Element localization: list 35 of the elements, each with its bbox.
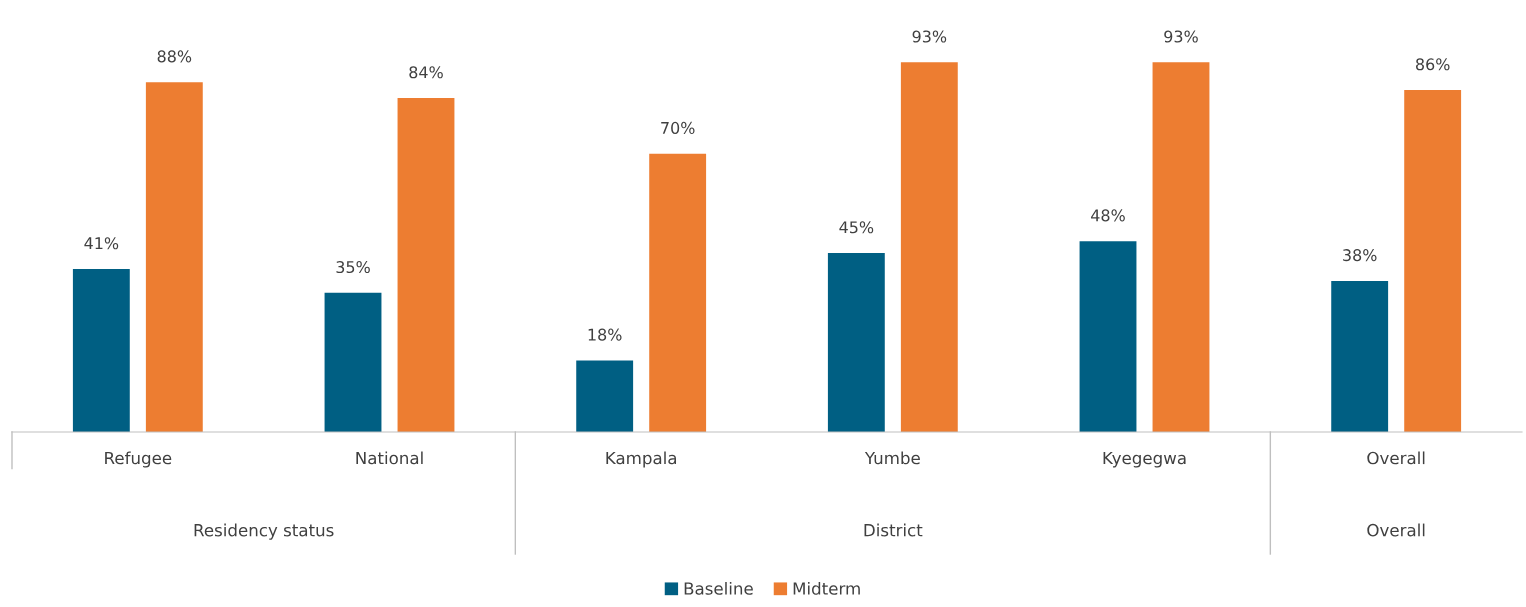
legend-label: Midterm	[793, 581, 860, 595]
bar	[900, 62, 958, 432]
bar	[397, 98, 455, 432]
bar	[324, 292, 382, 432]
bar	[145, 82, 203, 432]
data-label: 93%	[912, 30, 947, 43]
text: District	[864, 523, 923, 537]
text: Overall	[1367, 523, 1425, 537]
x-tick-label: Kampala	[606, 451, 677, 468]
data-label: 70%	[661, 121, 695, 134]
data-label: 48%	[1091, 209, 1125, 222]
x-tick-label: National	[356, 451, 423, 465]
data-label: 18%	[588, 328, 622, 341]
data-label: 41%	[84, 237, 119, 250]
text: Residency status	[194, 523, 334, 540]
x-tick-label: Overall	[1367, 451, 1425, 465]
data-label: 93%	[1164, 30, 1198, 43]
data-label: 88%	[157, 50, 192, 63]
bar	[576, 360, 634, 432]
x-tick-label: Yumbe	[864, 451, 920, 465]
bar	[827, 253, 885, 432]
legend-label: Baseline	[684, 581, 753, 595]
data-label: 84%	[409, 66, 443, 79]
x-tick-label: Refugee	[105, 451, 172, 468]
bar	[1331, 280, 1389, 432]
bar	[649, 153, 707, 432]
bar	[1152, 62, 1210, 432]
bar	[1404, 90, 1462, 432]
x-tick-label: Kyegegwa	[1103, 451, 1186, 468]
bar	[72, 269, 130, 432]
data-label: 86%	[1415, 58, 1450, 71]
bar	[1079, 241, 1137, 432]
data-label: 45%	[839, 221, 874, 234]
data-label: 35%	[336, 261, 370, 274]
data-label: 38%	[1343, 249, 1377, 262]
